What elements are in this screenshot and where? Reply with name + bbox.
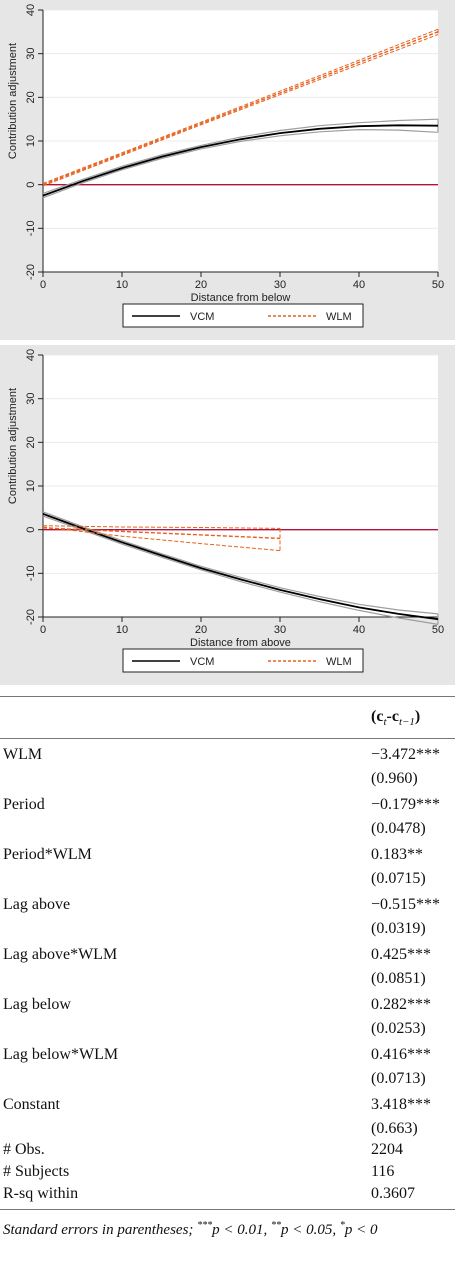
y-axis-title: Contribution adjustment bbox=[7, 388, 19, 504]
y-axis-title: Contribution adjustment bbox=[7, 43, 19, 159]
y-tick-label: -10 bbox=[25, 565, 37, 581]
note-star-2: ** bbox=[271, 1220, 282, 1231]
y-tick-label: -10 bbox=[25, 220, 37, 236]
table-header-rule bbox=[0, 738, 455, 739]
table-stat-value: 0.3607 bbox=[371, 1185, 415, 1202]
ci-upper-vcm bbox=[42, 511, 439, 615]
series-line-wlm bbox=[42, 31, 439, 186]
legend-label-vcm: VCM bbox=[190, 311, 214, 323]
x-tick-label: 0 bbox=[40, 279, 46, 291]
x-tick-label: 40 bbox=[353, 624, 365, 636]
note-p2: p < 0.05, bbox=[281, 1222, 340, 1238]
note-p3: p < 0 bbox=[344, 1222, 378, 1238]
x-tick-label: 30 bbox=[274, 279, 286, 291]
x-tick-label: 20 bbox=[195, 279, 207, 291]
legend-label-vcm: VCM bbox=[190, 656, 214, 668]
table-stat-value: 116 bbox=[371, 1163, 395, 1180]
table-stat-value: 2204 bbox=[371, 1141, 403, 1158]
ci-lower-vcm bbox=[42, 515, 439, 625]
table-row-se: (0.0851) bbox=[371, 970, 426, 987]
ci-upper-vcm bbox=[42, 118, 439, 194]
table-row-label: Constant bbox=[3, 1096, 60, 1113]
table-row-coef: −0.515*** bbox=[371, 896, 441, 913]
x-axis-title: Distance from below bbox=[191, 292, 291, 304]
table-row-label: WLM bbox=[3, 746, 43, 763]
table-row-coef: 0.416*** bbox=[371, 1046, 431, 1063]
ci-upper-wlm bbox=[42, 525, 281, 529]
chart-panel-distance-below: -20 -10 0 10 20 30 40 0 10 20 30 40 50 Distance from … bbox=[0, 0, 455, 340]
x-tick-label: 0 bbox=[40, 624, 46, 636]
ci-upper-wlm bbox=[42, 28, 439, 184]
table-row-coef: 0.282*** bbox=[371, 996, 431, 1013]
x-tick-label: 50 bbox=[432, 624, 444, 636]
table-row-label: Lag below*WLM bbox=[3, 1046, 119, 1063]
y-tick-label: -20 bbox=[25, 609, 37, 625]
y-tick-label: 0 bbox=[25, 182, 37, 188]
note-star-1: *** bbox=[197, 1220, 213, 1231]
table-row-se: (0.663) bbox=[371, 1120, 418, 1137]
table-row-label: Lag above*WLM bbox=[3, 946, 118, 963]
table-row-coef: −3.472*** bbox=[371, 746, 441, 763]
table-row-se: (0.0319) bbox=[371, 920, 426, 937]
x-tick-label: 30 bbox=[274, 624, 286, 636]
table-row-coef: 0.425*** bbox=[371, 946, 431, 963]
y-tick-label: 30 bbox=[25, 393, 37, 405]
note-p1: p < 0.01, bbox=[212, 1222, 272, 1238]
table-row-se: (0.0715) bbox=[371, 870, 426, 887]
table-row-label: Period bbox=[3, 796, 45, 813]
table-stat-label: # Obs. bbox=[3, 1141, 45, 1158]
x-tick-label: 10 bbox=[116, 624, 128, 636]
y-tick-label: 40 bbox=[25, 4, 37, 16]
x-axis-title: Distance from above bbox=[190, 637, 291, 649]
table-stat-label: R-sq within bbox=[3, 1185, 79, 1202]
table-row-se: (0.0253) bbox=[371, 1020, 426, 1037]
table-row-label: Lag above bbox=[3, 896, 71, 913]
table-row-se: (0.0713) bbox=[371, 1070, 426, 1087]
table-header: (ct-ct−1) bbox=[371, 708, 421, 729]
chart-distance-below: -20 -10 0 10 20 30 40 0 10 20 30 40 50 Distance from … bbox=[7, 4, 444, 328]
table-row-label: Period*WLM bbox=[3, 846, 92, 863]
y-tick-label: 20 bbox=[25, 91, 37, 103]
note-star-3: * bbox=[339, 1220, 345, 1231]
table-row-label: Lag below bbox=[3, 996, 71, 1013]
table-stat-label: # Subjects bbox=[3, 1163, 70, 1180]
legend-box bbox=[122, 648, 364, 673]
ci-lower-wlm bbox=[42, 526, 281, 552]
series-line-vcm bbox=[42, 513, 439, 621]
y-tick-label: 10 bbox=[25, 480, 37, 492]
legend-box bbox=[122, 303, 364, 328]
y-tick-label: -20 bbox=[25, 264, 37, 280]
table-row-coef: −0.179*** bbox=[371, 796, 441, 813]
y-tick-label: 10 bbox=[25, 135, 37, 147]
table-note: Standard errors in parentheses; ***p < 0… bbox=[3, 1215, 453, 1241]
legend-label-wlm: WLM bbox=[326, 656, 352, 668]
table-row-coef: 3.418*** bbox=[371, 1096, 431, 1113]
y-tick-label: 40 bbox=[25, 349, 37, 361]
x-tick-label: 40 bbox=[353, 279, 365, 291]
note-prefix: Standard errors in parentheses; bbox=[3, 1222, 198, 1238]
series-line-vcm bbox=[42, 124, 439, 197]
chart-distance-above: -20 -10 0 10 20 30 40 0 10 20 30 40 50 Distance from … bbox=[7, 349, 444, 673]
ci-lower-wlm bbox=[42, 34, 439, 187]
chart-panel-distance-above: -20 -10 0 10 20 30 40 0 10 20 30 40 50 Distance from … bbox=[0, 345, 455, 685]
table-row-se: (0.0478) bbox=[371, 820, 426, 837]
x-tick-label: 50 bbox=[432, 279, 444, 291]
table-row-coef: 0.183** bbox=[371, 846, 423, 863]
table-top-rule bbox=[0, 696, 455, 697]
x-tick-label: 10 bbox=[116, 279, 128, 291]
table-row-se: (0.960) bbox=[371, 770, 418, 787]
y-tick-label: 20 bbox=[25, 436, 37, 448]
y-tick-label: 30 bbox=[25, 48, 37, 60]
series-line-wlm bbox=[42, 527, 281, 540]
table-bottom-rule bbox=[0, 1209, 455, 1210]
x-tick-label: 20 bbox=[195, 624, 207, 636]
ci-lower-vcm bbox=[42, 128, 439, 199]
legend-label-wlm: WLM bbox=[326, 311, 352, 323]
y-tick-label: 0 bbox=[25, 527, 37, 533]
